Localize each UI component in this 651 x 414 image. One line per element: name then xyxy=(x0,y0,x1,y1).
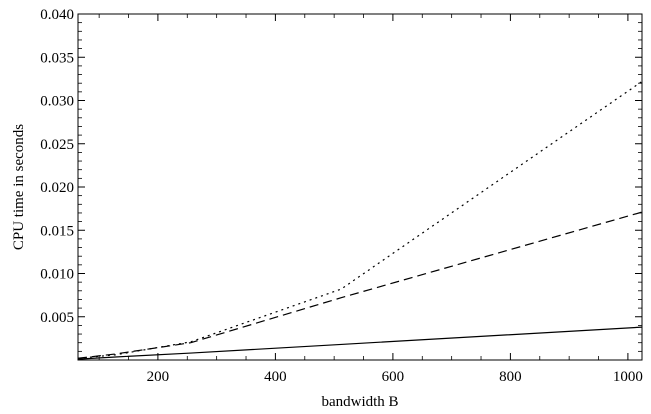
y-axis-label: CPU time in seconds xyxy=(11,124,27,250)
x-tick-label: 400 xyxy=(264,369,287,385)
series-line-dashed xyxy=(77,211,643,359)
y-tick-label: 0.005 xyxy=(40,310,74,326)
y-tick-label: 0.040 xyxy=(40,7,74,23)
series-line-dotted xyxy=(77,80,643,359)
x-axis-ticks: 200 400 600 800 1000 xyxy=(98,14,643,385)
x-tick-label: 200 xyxy=(147,369,170,385)
y-tick-label: 0.025 xyxy=(40,137,74,153)
y-tick-label: 0.030 xyxy=(40,94,74,110)
series-line-solid xyxy=(77,326,643,360)
y-tick-label: 0.010 xyxy=(40,267,74,283)
x-axis-label: bandwidth B xyxy=(321,394,398,410)
y-tick-label: 0.035 xyxy=(40,50,74,66)
x-tick-label: 600 xyxy=(382,369,405,385)
plot-frame xyxy=(77,13,643,361)
x-tick-label: 800 xyxy=(499,369,522,385)
y-tick-label: 0.020 xyxy=(40,180,74,196)
series-layer xyxy=(77,80,643,360)
x-tick-label: 1000 xyxy=(613,369,643,385)
y-tick-label: 0.015 xyxy=(40,223,74,239)
y-axis-ticks: 0.005 0.010 0.015 0.020 0.025 0.030 0.035 0.040 xyxy=(40,7,642,352)
